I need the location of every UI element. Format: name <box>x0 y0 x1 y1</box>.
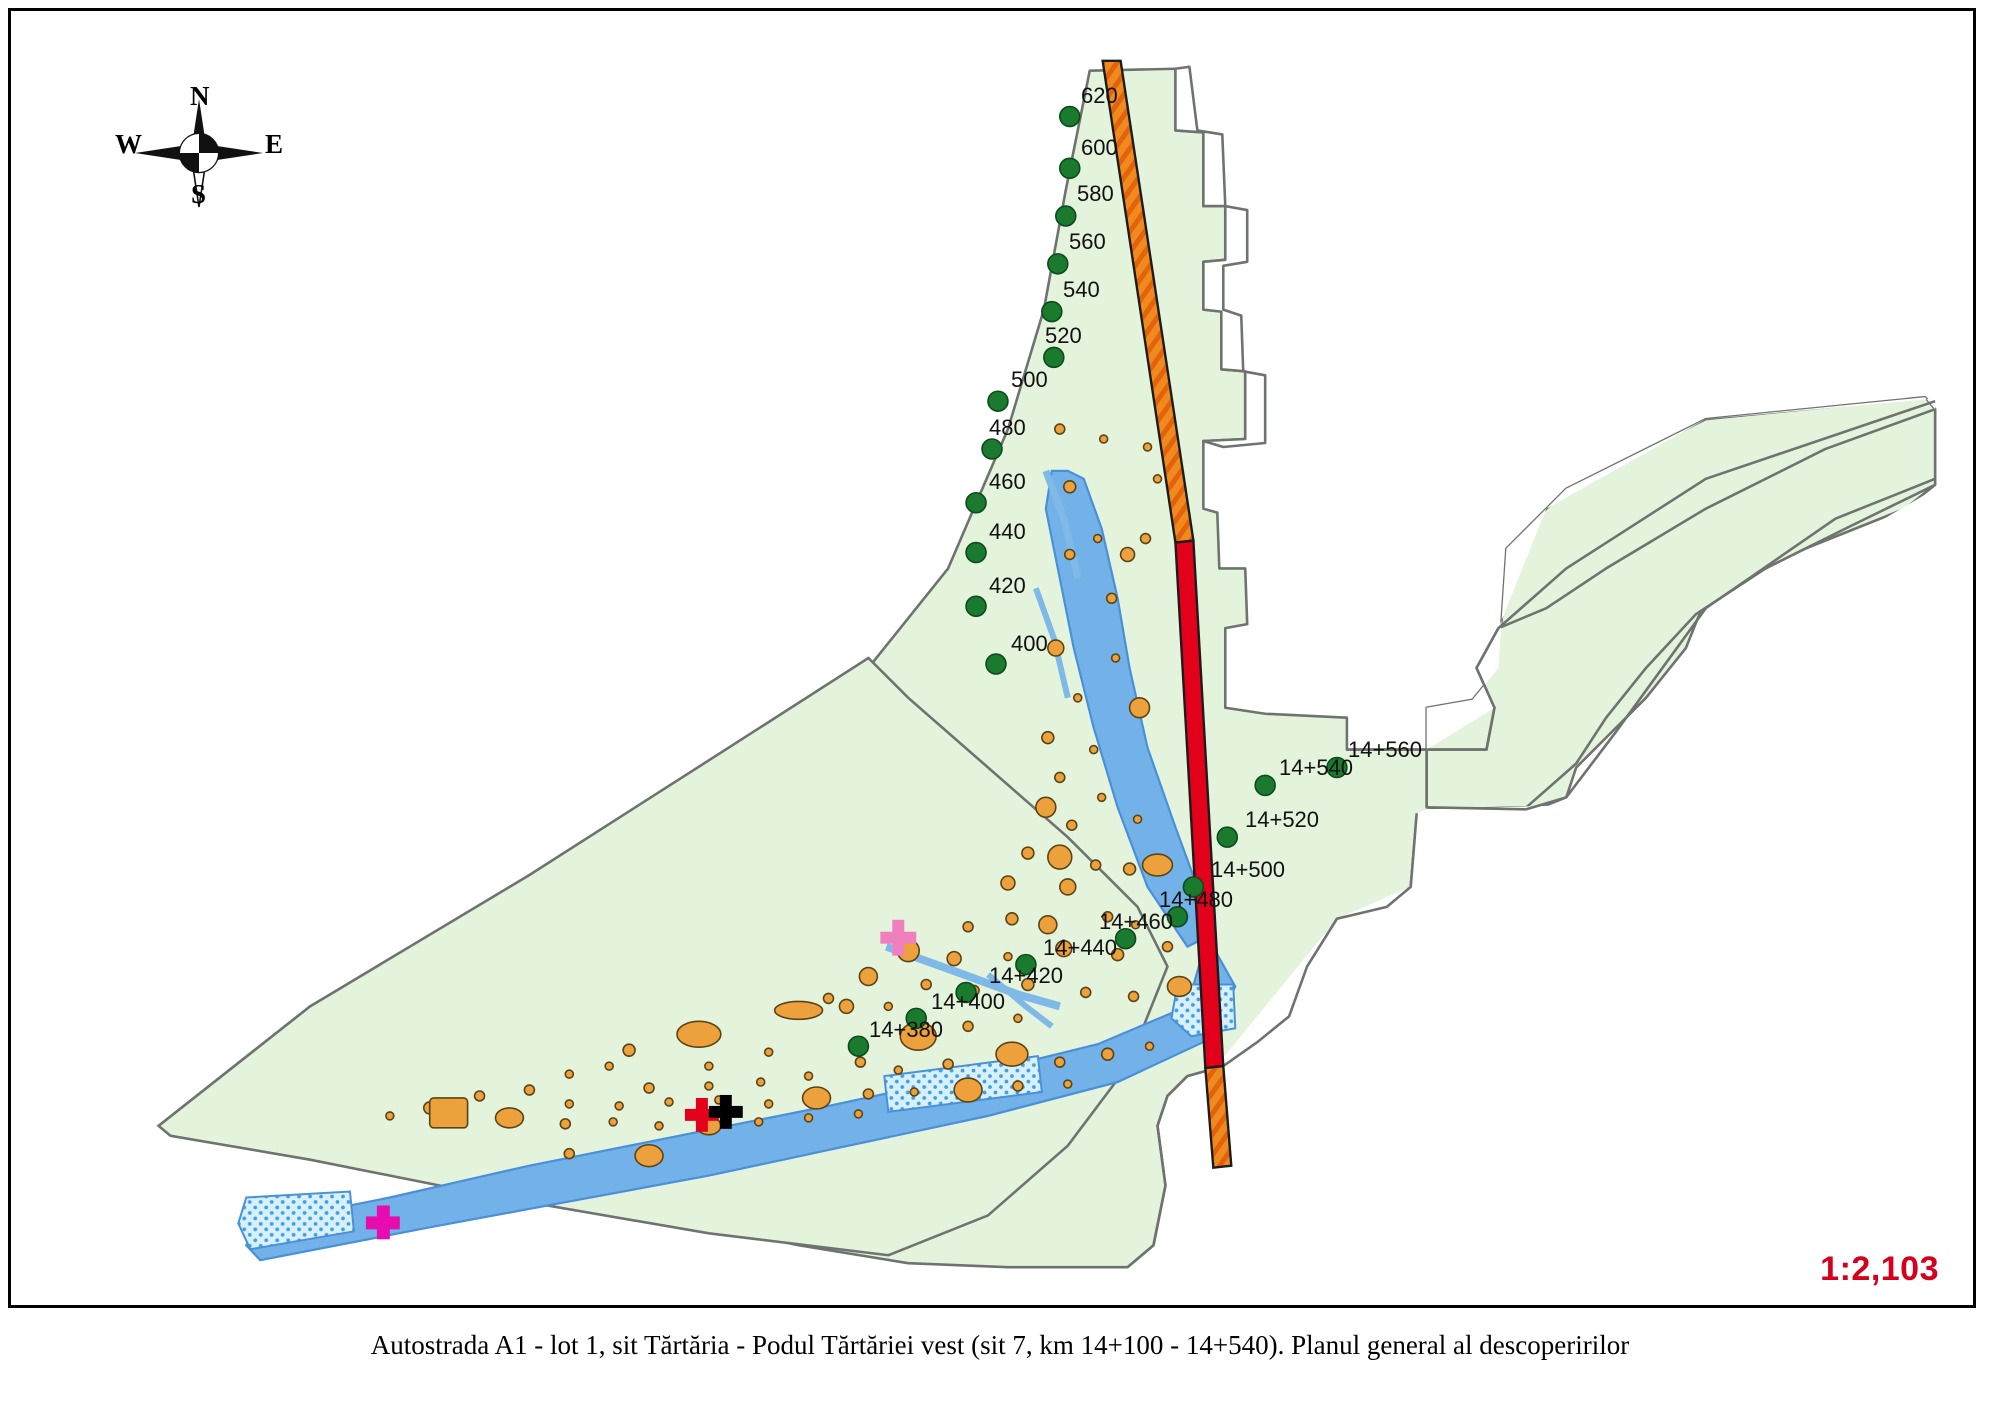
land-outline-overlay <box>1126 399 1936 1269</box>
control-point-red-cross[interactable] <box>684 1097 719 1132</box>
cross-markers[interactable] <box>365 919 917 1240</box>
station-dot-480[interactable] <box>981 438 1003 460</box>
station-label-620: 620 <box>1081 83 1118 108</box>
compass-label-south: S <box>191 179 207 209</box>
station-label-500: 500 <box>1011 367 1048 392</box>
station-dot-600[interactable] <box>1058 157 1081 180</box>
station-label-480: 480 <box>989 415 1026 440</box>
km-marker-label-14-380: 14+380 <box>869 1017 944 1042</box>
control-point-pink-cross[interactable] <box>880 919 917 956</box>
km-marker-dot-14-420[interactable] <box>955 981 977 1004</box>
archaeological-features <box>385 423 1193 1168</box>
station-dot-500[interactable] <box>987 390 1009 412</box>
station-label-460: 460 <box>989 469 1026 494</box>
km-marker-dot-14-460[interactable] <box>1114 927 1137 950</box>
station-label-400: 400 <box>1011 631 1048 656</box>
station-dot-540[interactable] <box>1041 300 1063 323</box>
compass-label-north: N <box>190 81 210 111</box>
survey-point-dots[interactable] <box>847 105 1348 1057</box>
station-dot-440[interactable] <box>965 541 987 564</box>
km-marker-dot-14-380[interactable] <box>847 1035 870 1057</box>
km-marker-dot-14-480[interactable] <box>1166 906 1189 928</box>
km-marker-label-14-440: 14+440 <box>1043 935 1118 960</box>
site-map-canvas[interactable] <box>11 11 1973 1305</box>
km-marker-label-14-520: 14+520 <box>1245 807 1320 832</box>
station-label-420: 420 <box>989 573 1026 598</box>
station-label-580: 580 <box>1077 181 1114 206</box>
station-label-520: 520 <box>1045 323 1082 348</box>
river-tributary-west <box>884 942 1061 1011</box>
km-marker-dot-14-500[interactable] <box>1182 876 1205 898</box>
km-marker-dot-14-440[interactable] <box>1015 953 1037 976</box>
compass-label-east: E <box>265 129 284 159</box>
land-polygon-notch-a <box>1174 65 1267 449</box>
station-dot-420[interactable] <box>965 595 987 617</box>
river-tributary-branch <box>986 972 1054 1029</box>
compass-icon <box>135 99 263 208</box>
marsh-west <box>237 1190 356 1251</box>
km-marker-dot-14-400[interactable] <box>905 1007 927 1030</box>
river-tributary-mid <box>1033 587 1071 699</box>
control-point-magenta-cross[interactable] <box>365 1205 400 1240</box>
figure-caption: Autostrada A1 - lot 1, sit Tărtăria - Po… <box>370 1330 1630 1360</box>
km-marker-dot-14-560[interactable] <box>1326 756 1348 779</box>
station-dot-560[interactable] <box>1047 253 1069 275</box>
map-frame: N S W E 620 600 580 560 540 520 500 480 460 440 42… <box>8 8 1976 1308</box>
station-label-440: 440 <box>989 519 1026 544</box>
station-dot-400[interactable] <box>985 653 1007 675</box>
km-marker-label-14-500: 14+500 <box>1211 857 1286 882</box>
station-label-600: 600 <box>1081 135 1118 160</box>
station-dot-580[interactable] <box>1055 205 1077 227</box>
km-marker-label-14-540: 14+540 <box>1279 755 1354 780</box>
station-label-560: 560 <box>1069 229 1106 254</box>
station-dot-620[interactable] <box>1058 105 1081 128</box>
station-dot-460[interactable] <box>965 491 987 514</box>
corridor-segment-orange-south <box>1204 1064 1233 1169</box>
km-marker-dot-14-540[interactable] <box>1254 774 1276 797</box>
control-point-black-cross[interactable] <box>708 1094 743 1129</box>
km-marker-label-14-460: 14+460 <box>1099 909 1174 934</box>
compass-rose: N S W E <box>115 81 283 223</box>
km-marker-dot-14-520[interactable] <box>1216 826 1239 848</box>
km-marker-label-14-480: 14+480 <box>1159 887 1234 912</box>
station-dot-520[interactable] <box>1043 346 1065 369</box>
km-marker-label-14-400: 14+400 <box>931 989 1006 1014</box>
station-label-540: 540 <box>1063 277 1100 302</box>
scale-indicator: 1:2,103 <box>1820 1250 1939 1288</box>
km-marker-label-14-560: 14+560 <box>1348 737 1423 762</box>
compass-label-west: W <box>115 129 142 159</box>
km-marker-label-14-420: 14+420 <box>989 963 1064 988</box>
